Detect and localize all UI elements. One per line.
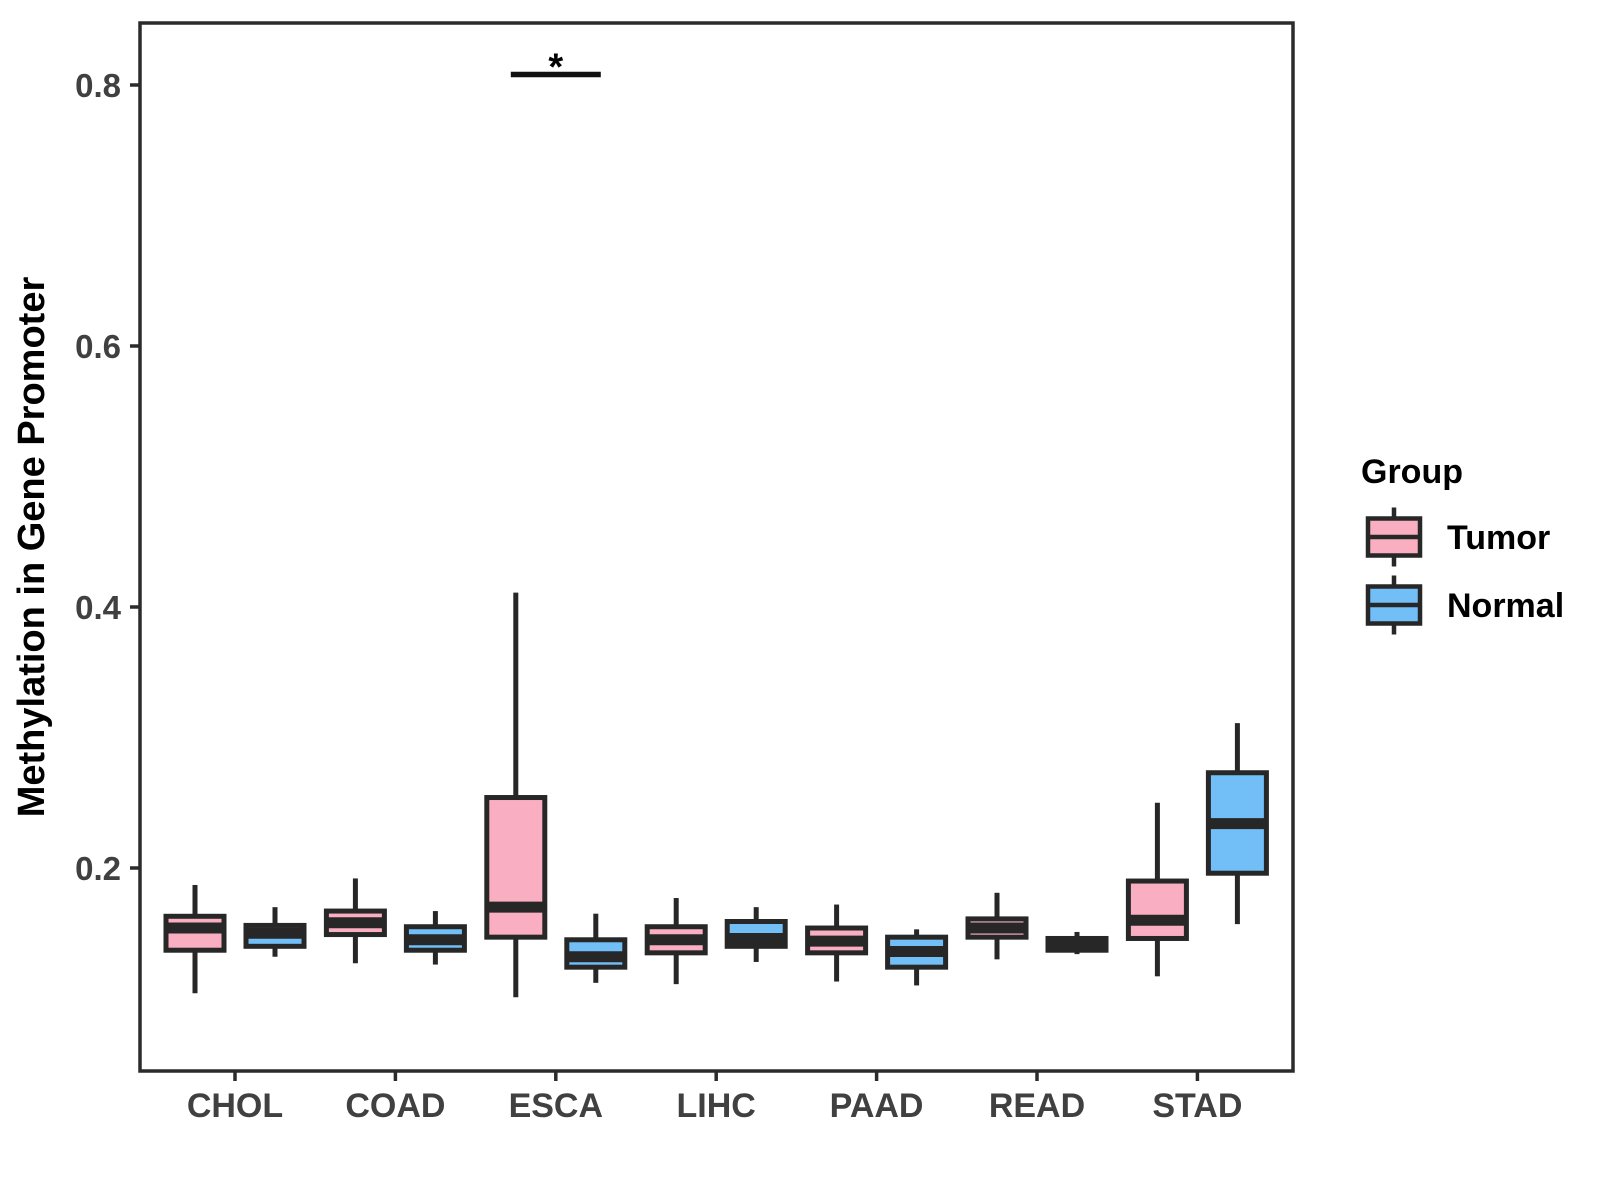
box-tumor-stad: [1125, 802, 1189, 977]
box-normal-chol: [243, 907, 307, 957]
legend-items: Tumor Normal: [1365, 507, 1564, 635]
y-tick-label: 0.6: [75, 328, 121, 365]
box-normal-lihc: [724, 907, 788, 962]
x-category-label: PAAD: [830, 1087, 924, 1125]
box-normal-stad: [1205, 723, 1269, 925]
box-tumor-read: [965, 892, 1029, 960]
legend-item-normal: Normal: [1365, 575, 1564, 635]
legend-item-tumor: Tumor: [1365, 507, 1550, 567]
significance-star: *: [548, 47, 563, 89]
y-axis-title: Methylation in Gene Promoter: [11, 277, 53, 818]
x-category-label: READ: [989, 1087, 1085, 1125]
axes: 0.2 0.4 0.6 0.8 CHOL COAD ESCA LIHC PAAD READ STAD: [75, 67, 1242, 1125]
legend-item-label: Normal: [1447, 587, 1564, 625]
box-normal-esca: [564, 913, 628, 983]
box-normal-read: [1045, 931, 1109, 955]
box-tumor-paad: [805, 904, 869, 982]
iqr-box: [1125, 878, 1189, 941]
box-tumor-coad: [323, 878, 387, 964]
x-category-label: CHOL: [187, 1087, 283, 1125]
y-tick-label: 0.2: [75, 850, 121, 887]
iqr-box: [484, 795, 548, 940]
x-category-label: ESCA: [509, 1087, 603, 1125]
box-tumor-lihc: [644, 898, 708, 985]
box-normal-coad: [403, 911, 467, 965]
x-category-label: STAD: [1152, 1087, 1242, 1125]
box-tumor-chol: [163, 884, 227, 994]
y-tick-label: 0.8: [75, 67, 121, 104]
x-category-label: COAD: [345, 1087, 445, 1125]
legend: Group Tumor Normal: [1361, 453, 1564, 635]
boxplots: [163, 592, 1269, 998]
box-tumor-esca: [484, 592, 548, 998]
significance-annotation: *: [510, 47, 601, 89]
x-category-label: LIHC: [677, 1087, 756, 1125]
legend-item-label: Tumor: [1447, 519, 1550, 557]
y-tick-label: 0.4: [75, 589, 122, 626]
legend-title: Group: [1361, 453, 1463, 491]
plot-panel: [138, 21, 1295, 1073]
box-normal-paad: [885, 929, 949, 986]
panel-border: [138, 21, 1295, 1073]
